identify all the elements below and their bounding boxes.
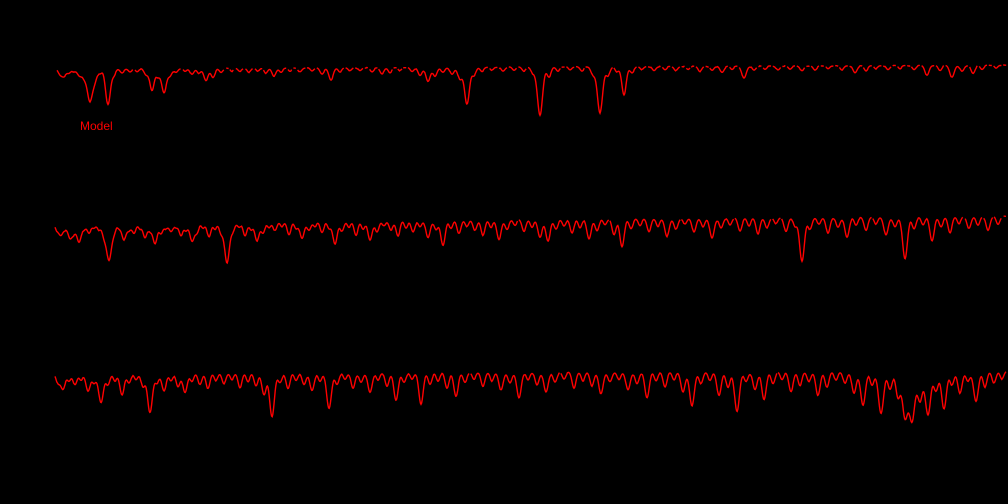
spectrum-trace — [54, 371, 1007, 424]
legend-label-model: Model — [80, 119, 113, 133]
spectrum-panel-top — [56, 64, 1007, 117]
spectrum-panel-bottom — [54, 371, 1007, 424]
spectrum-trace — [56, 64, 1007, 117]
spectrum-trace — [54, 215, 1006, 265]
spectrum-panel-middle — [54, 215, 1006, 265]
